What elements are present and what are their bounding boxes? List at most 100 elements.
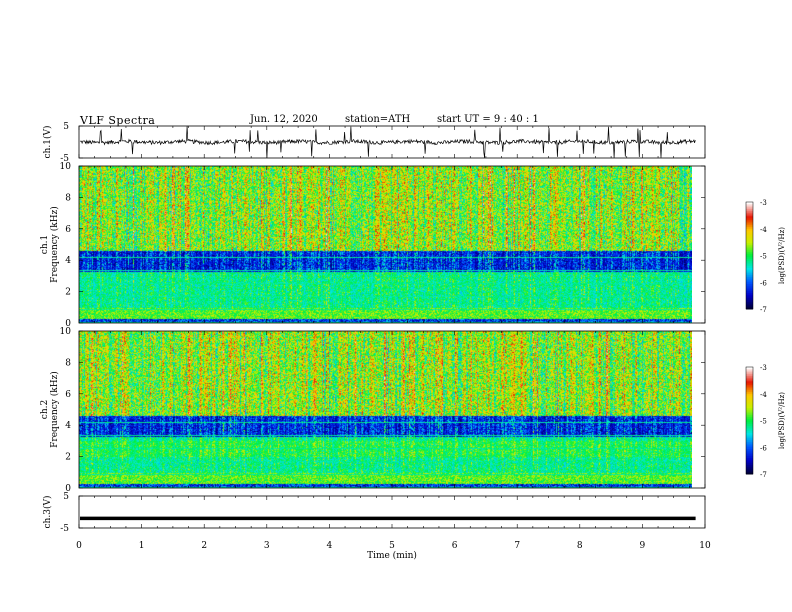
ch2-freq-tick-label: 8	[65, 358, 71, 368]
ch2-colorbar-swatch	[746, 375, 753, 379]
ch2-colorbar-swatch	[746, 368, 753, 372]
ch1-colorbar-swatch	[746, 294, 753, 298]
ch2-colorbar-swatch	[746, 431, 753, 434]
ch1-colorbar-tick-label: -5	[760, 253, 767, 261]
ch2-colorbar-swatch	[746, 424, 753, 427]
ch1-colorbar-swatch	[746, 296, 753, 299]
time-tick-label: 7	[514, 541, 520, 551]
ch1-colorbar-swatch	[746, 216, 753, 219]
ch2-colorbar-tick-label: -3	[760, 364, 767, 372]
ch2-colorbar-swatch	[746, 383, 753, 386]
ch3-waveform-ytick-label: 5	[63, 492, 69, 502]
ch2-colorbar-swatch	[746, 391, 753, 395]
ch2-colorbar-swatch	[746, 456, 753, 459]
ch1-colorbar-swatch	[746, 292, 753, 296]
ch1-colorbar-swatch	[746, 278, 753, 281]
ch2-colorbar-swatch	[746, 374, 753, 377]
ch2-colorbar-frame	[745, 366, 754, 475]
ch1-colorbar-tick-label: -4	[760, 226, 767, 234]
plot-title: VLF Spectra	[80, 114, 156, 127]
ch1-colorbar-swatch	[746, 228, 753, 232]
ch1-colorbar-swatch	[746, 209, 753, 212]
ch1-colorbar-swatch	[746, 303, 753, 306]
ch1-colorbar-swatch	[746, 202, 753, 205]
ch1-freq-tick-label: 0	[65, 319, 71, 329]
station-label: station=ATH	[345, 114, 411, 125]
ch2-colorbar-swatch	[746, 466, 753, 470]
ch1-colorbar-swatch	[746, 298, 753, 301]
ch2-colorbar-swatch	[746, 367, 753, 370]
time-tick-label: 9	[640, 541, 646, 551]
ch2-colorbar-swatch	[746, 388, 753, 391]
ch1-colorbar-swatch	[746, 246, 753, 249]
ch1-colorbar-swatch	[746, 259, 753, 262]
ch1-colorbar-swatch	[746, 284, 753, 287]
ch1-colorbar-swatch	[746, 275, 753, 278]
ch2-channel-label: ch.2	[40, 400, 50, 419]
ch2-freq-tick-label: 6	[65, 390, 71, 400]
ch1-waveform-line	[79, 126, 696, 159]
ch2-colorbar-swatch	[746, 443, 753, 446]
time-axis-label: Time (min)	[367, 550, 417, 561]
time-tick-label: 10	[699, 541, 711, 551]
ch1-colorbar-swatch	[746, 280, 753, 283]
ch2-colorbar-swatch	[746, 432, 753, 436]
ch1-colorbar-swatch	[746, 210, 753, 214]
ch2-colorbar-swatch	[746, 447, 753, 450]
ch2-colorbar-swatch	[746, 434, 753, 438]
ch1-colorbar-swatch	[746, 232, 753, 235]
ch1-spectrogram-image	[79, 166, 692, 323]
ch2-colorbar-swatch	[746, 404, 753, 407]
time-tick-label: 3	[264, 541, 270, 551]
ch2-colorbar-swatch	[746, 386, 753, 389]
ch1-colorbar-swatch	[746, 225, 753, 228]
ch1-colorbar-swatch	[746, 219, 753, 223]
ch1-colorbar-swatch	[746, 289, 753, 292]
ch1-waveform-ylabel: ch.1(V)	[42, 126, 53, 159]
ch1-colorbar-swatch	[746, 205, 753, 208]
ch1-colorbar-swatch	[746, 305, 753, 308]
ch2-colorbar-swatch	[746, 445, 753, 448]
ch2-colorbar-swatch	[746, 379, 753, 382]
ch1-colorbar-tick-label: -3	[760, 199, 767, 207]
ch1-colorbar-swatch	[746, 271, 753, 274]
ch2-colorbar-swatch	[746, 397, 753, 400]
ch1-colorbar-swatch	[746, 244, 753, 248]
ch2-colorbar-swatch	[746, 452, 753, 455]
ch2-colorbar-swatch	[746, 393, 753, 397]
ch1-colorbar-swatch	[746, 250, 753, 253]
ch2-colorbar-swatch	[746, 461, 753, 464]
ch1-colorbar-swatch	[746, 226, 753, 230]
ch1-colorbar-swatch	[746, 253, 753, 256]
ch2-colorbar-swatch	[746, 450, 753, 454]
ch1-colorbar-swatch	[746, 287, 753, 290]
ch2-colorbar-swatch	[746, 377, 753, 380]
ch1-freq-tick-label: 6	[65, 225, 71, 235]
ch2-colorbar-swatch	[746, 395, 753, 398]
ch2-colorbar-swatch	[746, 400, 753, 404]
ch2-colorbar-swatch	[746, 418, 753, 421]
ch1-colorbar-swatch	[746, 214, 753, 217]
ch1-freq-tick-label: 2	[65, 288, 71, 298]
ch1-colorbar-swatch	[746, 241, 753, 244]
ch1-colorbar-swatch	[746, 243, 753, 246]
ch1-colorbar-swatch	[746, 237, 753, 240]
ch1-colorbar-swatch	[746, 301, 753, 305]
ch2-colorbar-swatch	[746, 384, 753, 388]
ch2-colorbar-tick-label: -5	[760, 418, 767, 426]
date-label: Jun. 12, 2020	[250, 114, 318, 125]
ch2-colorbar-swatch	[746, 470, 753, 473]
ch2-colorbar-swatch	[746, 468, 753, 471]
ch2-colorbar-swatch	[746, 408, 753, 411]
ch1-colorbar-swatch	[746, 218, 753, 221]
ch2-colorbar-swatch	[746, 402, 753, 405]
ch2-colorbar-swatch	[746, 381, 753, 384]
ch2-colorbar-swatch	[746, 472, 753, 475]
ch1-colorbar-swatch	[746, 203, 753, 207]
ch1-freq-tick-label: 10	[60, 162, 72, 172]
ch2-colorbar-swatch	[746, 429, 753, 432]
start-time-label: start UT = 9 : 40 : 1	[437, 114, 539, 125]
ch2-colorbar-tick-label: -6	[760, 444, 767, 452]
ch1-freq-tick-label: 4	[65, 256, 71, 266]
